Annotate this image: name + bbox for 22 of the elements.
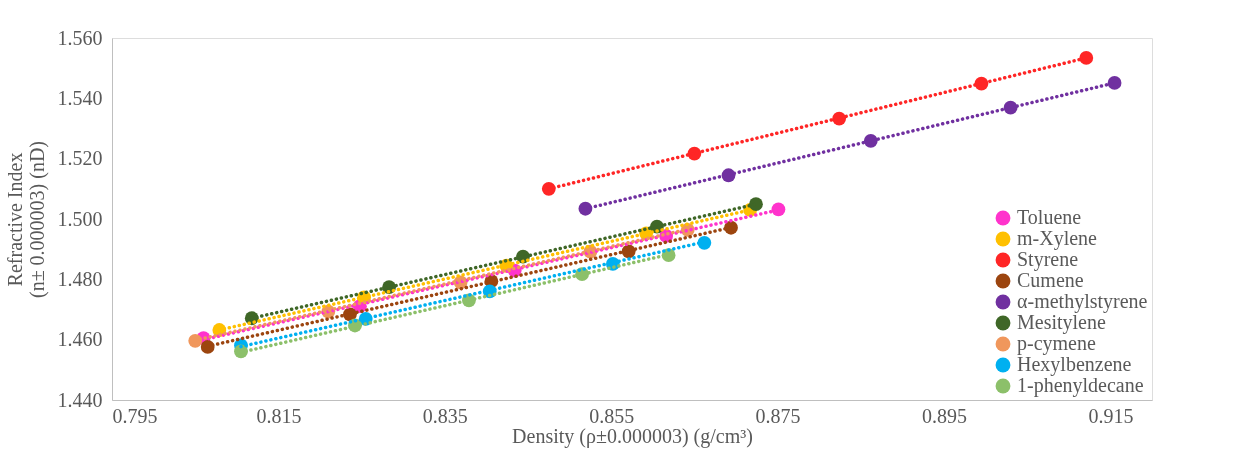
x-tick-label: 0.915 xyxy=(1088,404,1134,427)
y-tick-label: 1.560 xyxy=(57,26,103,49)
x-tick-label: 0.815 xyxy=(256,404,302,427)
y-tick-label: 1.440 xyxy=(57,388,103,411)
x-tick-label: 0.835 xyxy=(422,404,468,427)
point xyxy=(1079,51,1094,65)
legend-label: m-Xylene xyxy=(1017,227,1098,250)
y-tick-label: 1.480 xyxy=(57,267,103,290)
x-tick-label: 0.875 xyxy=(755,404,801,427)
x-tick-label: 0.895 xyxy=(922,404,967,427)
x-axis-title: Density (ρ±0.000003) (g/cm³) xyxy=(512,424,753,448)
point xyxy=(771,202,786,217)
legend-label: Toluene xyxy=(1017,206,1082,228)
y-tick-label: 1.540 xyxy=(57,86,103,109)
point xyxy=(1107,76,1122,90)
y-axis-title: Refractive Index (n± 0.000003) (nD) xyxy=(3,140,49,299)
y-tick-label: 1.520 xyxy=(57,147,103,170)
y-tick-label: 1.500 xyxy=(57,207,103,230)
legend-label: α-methylstyrene xyxy=(1017,290,1148,313)
y-tick-label: 1.460 xyxy=(57,328,103,351)
x-tick-label: 0.795 xyxy=(112,404,158,427)
x-tick-label: 0.855 xyxy=(589,404,635,427)
